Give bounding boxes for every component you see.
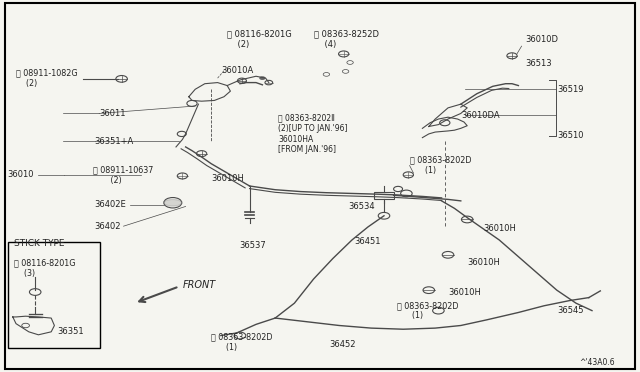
Text: 36010D: 36010D	[525, 35, 558, 44]
Text: ^'43A0.6: ^'43A0.6	[579, 358, 614, 367]
Text: 36545: 36545	[557, 306, 583, 315]
Bar	[374, 192, 394, 199]
Ellipse shape	[164, 199, 182, 206]
Text: 36010H: 36010H	[467, 258, 500, 267]
Text: 36351+A: 36351+A	[95, 137, 134, 146]
Text: Ⓢ 08363-8202Ⅱ
(2)[UP TO JAN.'96]
36010HA
[FROM JAN.'96]: Ⓢ 08363-8202Ⅱ (2)[UP TO JAN.'96] 36010HA…	[278, 114, 348, 154]
Text: 36451: 36451	[355, 237, 381, 246]
Text: Ⓢ 08363-8202D
      (1): Ⓢ 08363-8202D (1)	[397, 301, 458, 320]
Text: 36519: 36519	[557, 85, 583, 94]
Text: 36402: 36402	[95, 222, 121, 231]
Bar	[8, 242, 100, 348]
Text: FRONT: FRONT	[182, 280, 216, 289]
Text: 36510: 36510	[557, 131, 583, 140]
Text: Ⓑ 08116-8201G
    (2): Ⓑ 08116-8201G (2)	[227, 29, 292, 49]
Text: 36402E: 36402E	[95, 200, 127, 209]
Text: 36513: 36513	[525, 59, 552, 68]
Text: 36534: 36534	[348, 202, 375, 211]
Text: 36010A: 36010A	[221, 66, 253, 75]
Circle shape	[259, 76, 266, 80]
Text: 36011: 36011	[99, 109, 125, 118]
Text: Ⓢ 08363-8202D
      (1): Ⓢ 08363-8202D (1)	[211, 333, 273, 352]
Text: 36010: 36010	[8, 170, 34, 179]
Text: Ⓑ 08116-8201G
    (3): Ⓑ 08116-8201G (3)	[14, 258, 76, 278]
Text: 36010H: 36010H	[448, 288, 481, 296]
Text: 36537: 36537	[239, 241, 266, 250]
Text: 36010DA: 36010DA	[461, 111, 499, 120]
Text: Ⓢ 08363-8252D
    (4): Ⓢ 08363-8252D (4)	[314, 29, 379, 49]
Text: 36010H: 36010H	[211, 174, 244, 183]
Text: 36010H: 36010H	[483, 224, 516, 233]
Text: Ⓢ 08363-8202D
      (1): Ⓢ 08363-8202D (1)	[410, 156, 471, 175]
Text: Ⓝ 08911-1082G
    (2): Ⓝ 08911-1082G (2)	[16, 68, 77, 88]
Text: 36452: 36452	[330, 340, 356, 349]
Text: 36351: 36351	[58, 327, 84, 336]
Text: STICK TYPE: STICK TYPE	[14, 239, 65, 248]
Text: Ⓝ 08911-10637
       (2): Ⓝ 08911-10637 (2)	[93, 165, 153, 185]
